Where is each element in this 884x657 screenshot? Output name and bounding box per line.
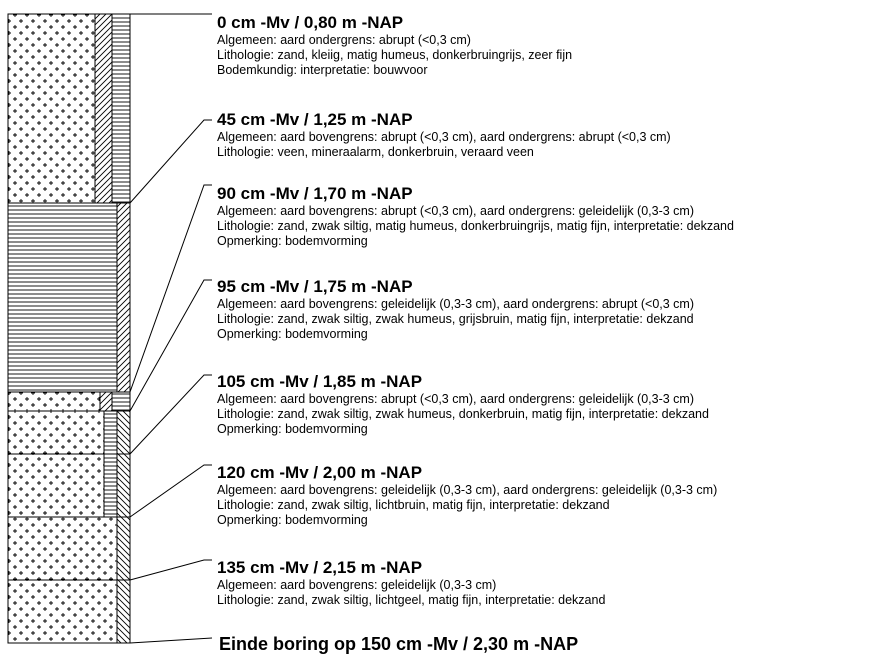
layer-depth-title: 95 cm -Mv / 1,75 m -NAP	[217, 277, 413, 296]
layer-description-1: 0 cm -Mv / 0,80 m -NAP Algemeen: aard on…	[217, 13, 877, 78]
layer-remark-text: Opmerking: bodemvorming	[217, 234, 368, 248]
column-layer-5	[7, 453, 131, 518]
layer-depth-title: 135 cm -Mv / 2,15 m -NAP	[217, 558, 423, 577]
layer-remark-text: Opmerking: bodemvorming	[217, 422, 368, 436]
layer-lithology-text: Lithologie: zand, zwak siltig, zwak hume…	[217, 312, 694, 326]
layer-general-text: Algemeen: aard bovengrens: geleidelijk (…	[217, 483, 718, 497]
layer-depth-title: 45 cm -Mv / 1,25 m -NAP	[217, 110, 413, 129]
leader-line-6	[129, 464, 212, 518]
layer-general-text: Algemeen: aard bovengrens: geleidelijk (…	[217, 297, 694, 311]
leader-line-4	[129, 279, 212, 412]
layer-description-7: 135 cm -Mv / 2,15 m -NAP Algemeen: aard …	[217, 558, 877, 608]
layer-description-6: 120 cm -Mv / 2,00 m -NAP Algemeen: aard …	[217, 463, 877, 528]
layer-general-text: Algemeen: aard bovengrens: geleidelijk (…	[217, 578, 497, 592]
layer-lithology-text: Lithologie: zand, zwak siltig, lichtbrui…	[217, 498, 610, 512]
layer-lithology-text: Lithologie: zand, zwak siltig, matig hum…	[217, 219, 734, 233]
layer-remark-text: Opmerking: bodemvorming	[217, 327, 368, 341]
column-layer-3	[7, 391, 131, 412]
layer-remark-text: Opmerking: bodemvorming	[217, 513, 368, 527]
leader-line-2	[129, 119, 212, 204]
column-layer-4	[7, 410, 131, 455]
layer-lithology-text: Lithologie: zand, kleiig, matig humeus, …	[217, 48, 573, 62]
layer-description-5: 105 cm -Mv / 1,85 m -NAP Algemeen: aard …	[217, 372, 877, 437]
layer-lithology-text: Lithologie: veen, mineraalarm, donkerbru…	[217, 145, 534, 159]
layer-depth-title: 120 cm -Mv / 2,00 m -NAP	[217, 463, 423, 482]
column-layer-2	[7, 202, 131, 393]
end-of-boring-title: Einde boring op 150 cm -Mv / 2,30 m -NAP	[219, 634, 579, 654]
layer-lithology-text: Lithologie: zand, zwak siltig, lichtgeel…	[217, 593, 606, 607]
layer-description-4: 95 cm -Mv / 1,75 m -NAP Algemeen: aard b…	[217, 277, 877, 342]
layer-depth-title: 105 cm -Mv / 1,85 m -NAP	[217, 372, 423, 391]
leader-line-8	[129, 637, 213, 644]
leader-line-7	[129, 559, 212, 581]
layer-description-3: 90 cm -Mv / 1,70 m -NAP Algemeen: aard b…	[217, 184, 877, 249]
column-layer-6	[7, 516, 131, 581]
leader-line-5	[129, 374, 212, 455]
leader-lines	[129, 13, 213, 644]
column-layer-1	[7, 13, 131, 204]
layer-lithology-text: Lithologie: zand, zwak siltig, zwak hume…	[217, 407, 709, 421]
layer-general-text: Algemeen: aard bovengrens: abrupt (<0,3 …	[217, 130, 671, 144]
layer-description-2: 45 cm -Mv / 1,25 m -NAP Algemeen: aard b…	[217, 110, 877, 160]
layer-general-text: Algemeen: aard bovengrens: abrupt (<0,3 …	[217, 392, 694, 406]
leader-line-3	[129, 184, 212, 393]
layer-depth-title: 0 cm -Mv / 0,80 m -NAP	[217, 13, 404, 32]
layer-general-text: Algemeen: aard bovengrens: abrupt (<0,3 …	[217, 204, 694, 218]
column-layer-7	[7, 579, 131, 644]
layer-soil-text: Bodemkundig: interpretatie: bouwvoor	[217, 63, 428, 77]
layer-general-text: Algemeen: aard ondergrens: abrupt (<0,3 …	[217, 33, 471, 47]
layer-depth-title: 90 cm -Mv / 1,70 m -NAP	[217, 184, 413, 203]
